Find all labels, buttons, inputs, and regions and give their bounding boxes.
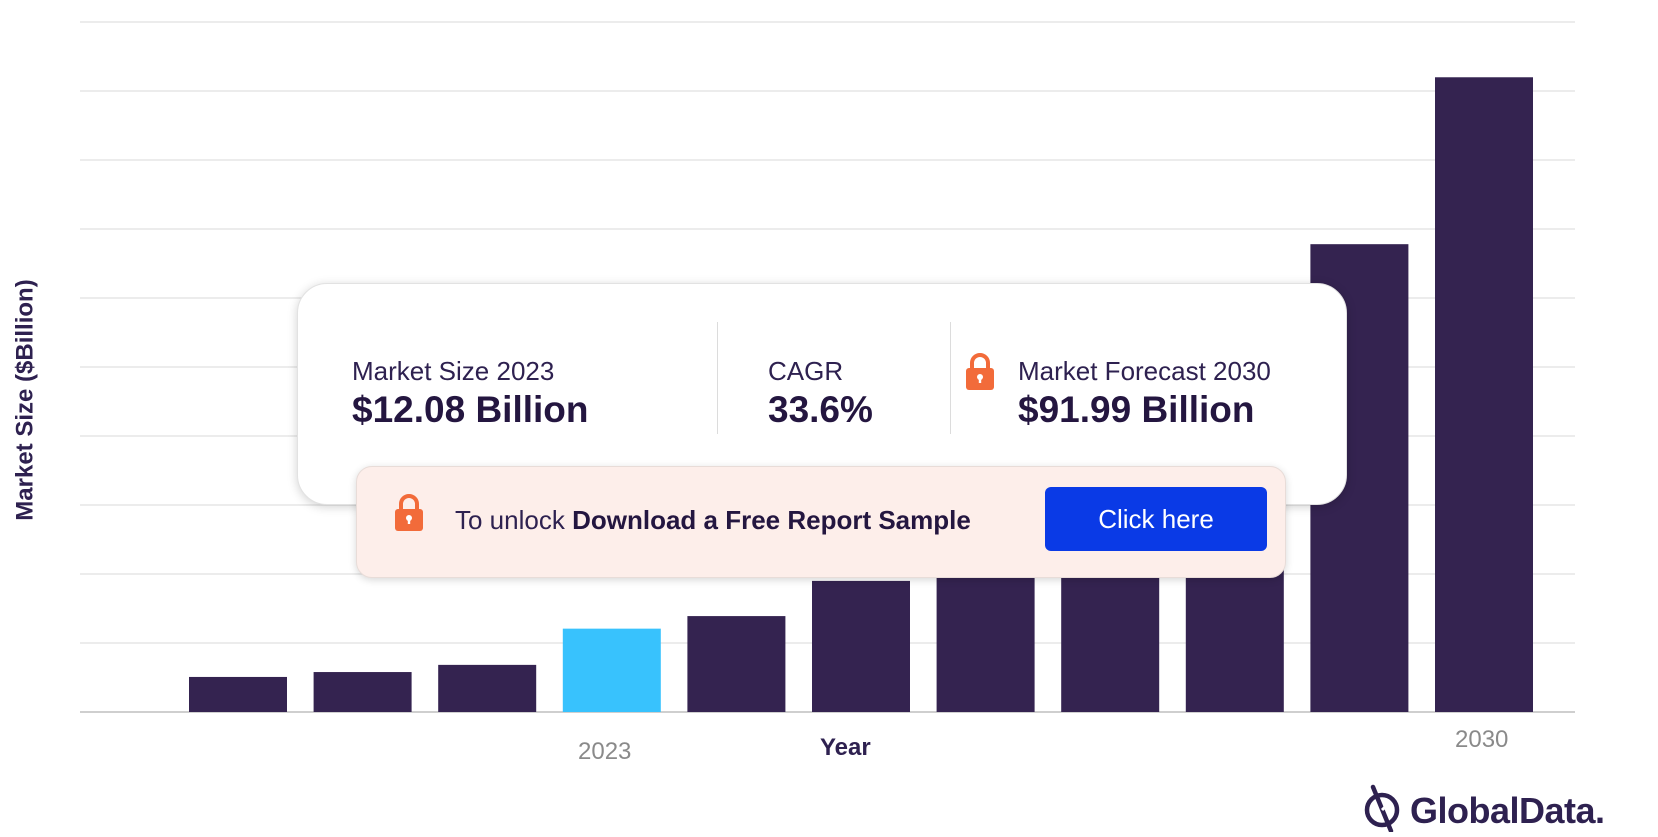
x-tick-label-2030: 2030 — [1455, 726, 1509, 753]
cagr-stat: CAGR 33.6% — [768, 356, 873, 431]
bars-group — [189, 77, 1533, 713]
market-forecast-label: Market Forecast 2030 — [1018, 356, 1271, 386]
cagr-label: CAGR — [768, 356, 844, 386]
x-axis-label: Year — [820, 734, 871, 761]
y-axis-label-text: Market Size ($Billion) — [12, 279, 40, 521]
x-tick-label-2023: 2023 — [578, 738, 632, 765]
globaldata-logo-text: GlobalData. — [1410, 789, 1605, 831]
lock-icon — [964, 352, 996, 397]
unlock-banner: To unlock Download a Free Report Sample … — [356, 466, 1286, 578]
free-sample-link-text: Download a Free Report Sample — [572, 505, 971, 535]
click-here-button[interactable]: Click here — [1045, 487, 1267, 551]
unlock-banner-text: To unlock Download a Free Report Sample — [455, 505, 971, 536]
y-axis-label: Market Size ($Billion) — [8, 270, 44, 530]
unlock-prefix: To unlock — [455, 505, 573, 535]
bar-2030 — [1435, 77, 1533, 713]
stat-divider — [717, 322, 718, 434]
globaldata-logo: GlobalData. — [1362, 784, 1605, 837]
globaldata-logo-icon — [1362, 784, 1402, 837]
market-forecast-stat: Market Forecast 2030 $91.99 Billion — [1018, 356, 1271, 431]
lock-icon — [393, 493, 425, 538]
bar-2025 — [812, 580, 910, 712]
bar-2021 — [313, 672, 412, 712]
market-size-value: $12.08 Billion — [352, 389, 589, 430]
stat-divider — [950, 322, 951, 434]
bar-2023 — [562, 628, 661, 712]
market-forecast-value: $91.99 Billion — [1018, 389, 1255, 430]
bar-2024 — [687, 616, 786, 712]
bar-2022 — [438, 664, 537, 712]
bar-2020 — [189, 676, 287, 712]
market-size-label: Market Size 2023 — [352, 356, 555, 386]
cagr-value: 33.6% — [768, 389, 873, 430]
market-size-stat: Market Size 2023 $12.08 Billion — [352, 356, 589, 431]
